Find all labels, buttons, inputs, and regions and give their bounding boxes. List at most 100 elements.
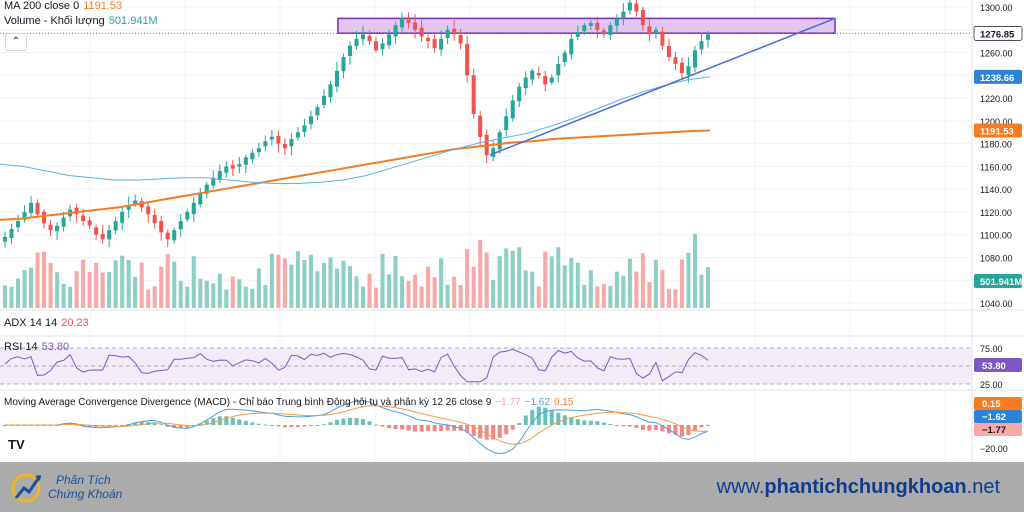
macd-legend-label: Moving Average Convergence Divergence (M…	[4, 397, 492, 408]
volume-bar	[347, 266, 353, 308]
candle-body	[679, 62, 684, 74]
macd-hist-bar	[211, 418, 216, 425]
candle-body	[120, 211, 125, 223]
macd-hist-bar	[139, 421, 144, 425]
volume-bar	[360, 286, 366, 308]
candle-body	[256, 148, 261, 153]
volume-bar	[413, 274, 418, 308]
macd-hist-bar	[74, 424, 79, 426]
macd-hist-bar	[87, 425, 92, 427]
candle-body	[185, 211, 190, 220]
macd-hist-bar	[354, 418, 359, 425]
macd-hist-bar	[517, 422, 522, 425]
volume-bar	[452, 276, 457, 308]
candle-body	[543, 76, 548, 85]
signal-line	[5, 405, 709, 445]
macd-hist-bar	[608, 423, 613, 425]
macd-hist-bar	[360, 419, 366, 425]
volume-bar	[582, 285, 587, 308]
macd-hist-bar	[543, 407, 548, 425]
macd-tag-bg	[974, 423, 1022, 436]
macd-hist-bar	[556, 412, 561, 425]
macd-hist-bar	[692, 425, 697, 432]
macd-hist-bar	[413, 425, 418, 432]
candle-body	[634, 3, 639, 12]
candle-body	[126, 205, 131, 210]
macd-hist-bar	[621, 425, 626, 427]
volume-bar	[588, 270, 593, 308]
macd-hist-bar	[497, 425, 502, 438]
volume-bar	[42, 251, 47, 308]
candle-body	[699, 41, 704, 50]
website-link[interactable]: www.phantichchungkhoan.net	[717, 476, 1000, 499]
candle-body	[211, 177, 216, 186]
volume-bar	[666, 288, 671, 308]
candle-body	[562, 52, 567, 63]
rsi-legend-value: 53.80	[41, 341, 70, 353]
volume-bar	[458, 285, 463, 308]
macd-histogram	[2, 406, 711, 440]
adx-legend: ADX 14 14 20.23	[4, 317, 89, 329]
candle-body	[94, 227, 99, 235]
volume-bar	[48, 263, 53, 308]
candle-body	[42, 212, 47, 224]
candle-body	[549, 77, 554, 83]
candle-body	[198, 193, 203, 205]
macd-tag: 0.15	[982, 399, 1001, 410]
price-chart[interactable]: 1300.001280.001260.001240.001220.001200.…	[0, 0, 1024, 462]
price-tag-price: 1276.85	[980, 29, 1015, 40]
macd-hist-bar	[256, 423, 261, 425]
volume-bar	[660, 269, 665, 308]
candle-body	[263, 141, 268, 147]
price-axis-tick: 1180.00	[980, 140, 1012, 150]
candle-body	[269, 136, 274, 140]
candle-body	[224, 166, 229, 173]
price-axis: 1300.001280.001260.001240.001220.001200.…	[973, 3, 1023, 309]
volume-bar	[387, 274, 392, 308]
rsi-line	[4, 348, 709, 383]
macd-hist-bar	[393, 425, 398, 429]
macd-hist-bar	[400, 425, 405, 430]
volume-bar	[315, 271, 320, 308]
volume-bar	[191, 256, 196, 308]
candle-body	[666, 45, 671, 58]
macd-hist-bar	[634, 425, 639, 428]
candle-body	[465, 43, 470, 76]
macd-hist-bar	[387, 425, 392, 429]
candle-body	[48, 224, 53, 231]
macd-hist-bar	[347, 417, 353, 425]
macd-hist-bar	[504, 425, 509, 435]
ma200-line	[0, 129, 711, 221]
tradingview-logo: TV	[8, 437, 25, 452]
macd-hist-bar	[237, 419, 242, 425]
candle-body	[439, 38, 444, 50]
collapse-legend-button[interactable]: ⌃	[5, 33, 27, 51]
macd-hist-bar	[308, 425, 313, 426]
volume-bar	[81, 259, 86, 308]
macd-hist-bar	[582, 420, 587, 425]
candles	[2, 0, 711, 248]
volume-bar	[393, 255, 398, 308]
volume-bar	[504, 248, 509, 308]
volume-bar	[510, 250, 515, 308]
candle-body	[61, 217, 66, 227]
candle-body	[380, 43, 385, 50]
volume-bar	[126, 260, 131, 308]
candle-body	[614, 18, 619, 26]
candle-body	[217, 170, 222, 181]
macd-hist-bar	[452, 425, 457, 431]
candle-body	[601, 30, 606, 35]
candle-body	[113, 221, 118, 231]
website-main: phantichchungkhoan	[764, 476, 967, 498]
volume-bar	[692, 233, 697, 308]
candle-body	[640, 9, 645, 26]
candle-body	[491, 148, 496, 157]
volume-bar	[562, 265, 567, 308]
candle-body	[523, 77, 528, 88]
volume-bar	[256, 268, 261, 308]
adx-legend-label: ADX 14 14	[4, 317, 58, 329]
candle-body	[204, 184, 209, 194]
macd-hist-bar	[465, 425, 470, 433]
volume-bar	[465, 248, 470, 308]
volume-bar	[699, 274, 704, 308]
